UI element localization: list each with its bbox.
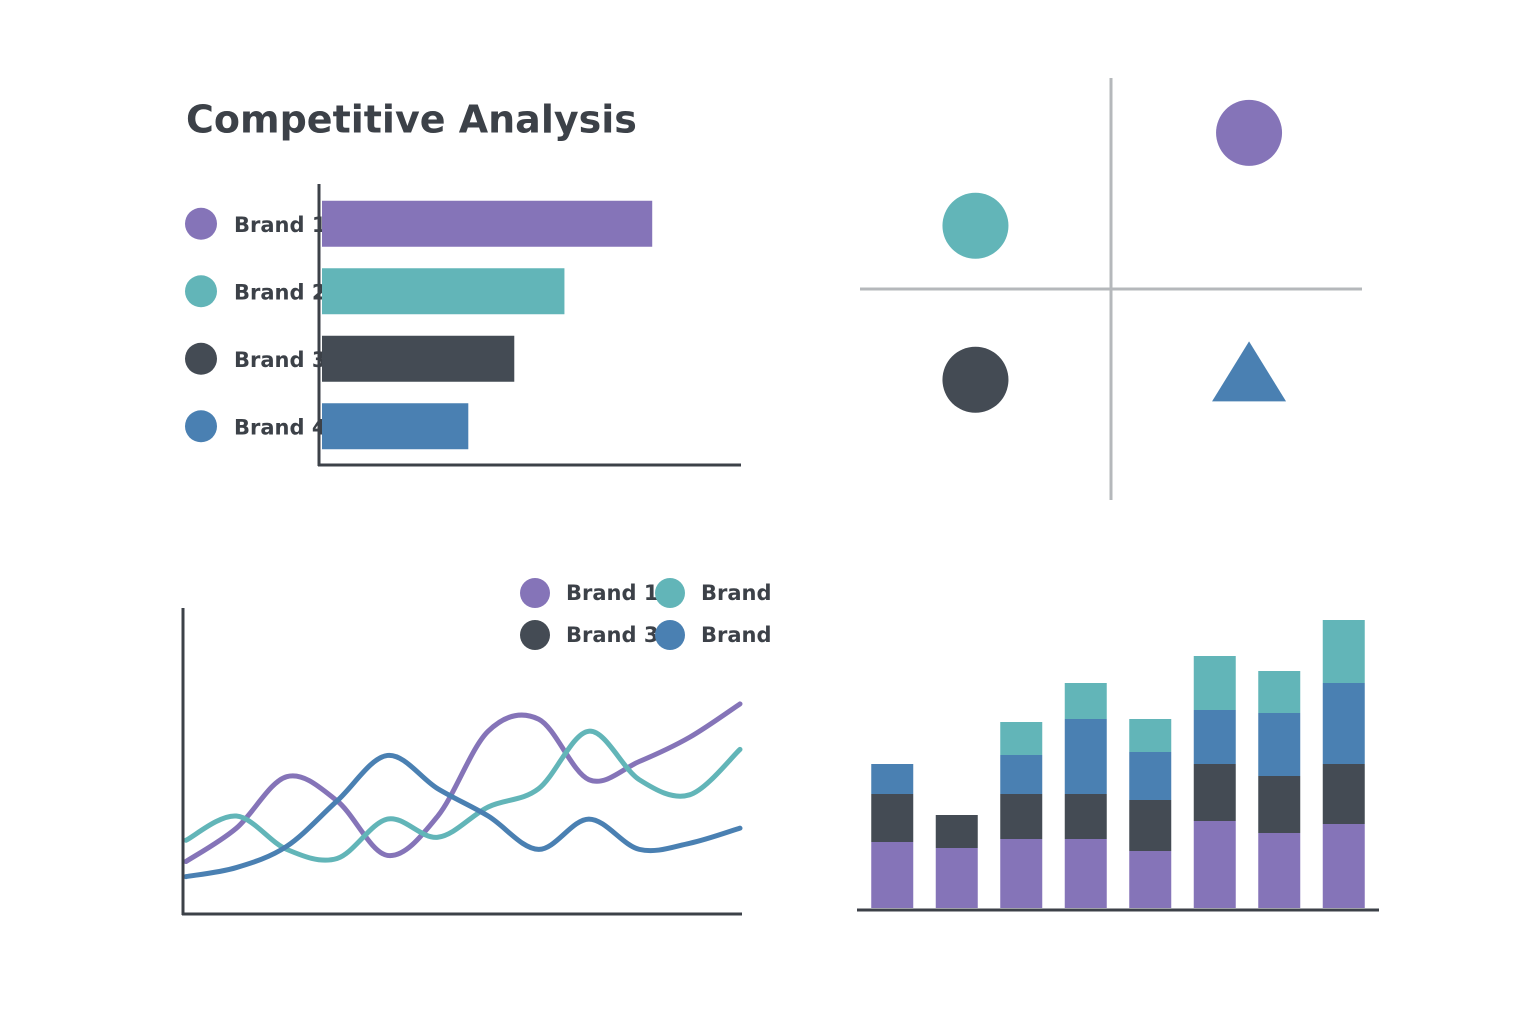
point (942, 192, 1009, 259)
legend-dot (185, 207, 217, 240)
bar-segment (1258, 776, 1301, 833)
bar (322, 268, 565, 315)
bar-segment (871, 794, 914, 842)
bar-segment (1193, 764, 1236, 821)
bar-segment (1193, 710, 1236, 764)
bar-segment (1193, 821, 1236, 908)
bar-segment (1064, 683, 1107, 719)
point (942, 346, 1009, 413)
bar-segment (871, 764, 914, 794)
bar-segment (1000, 839, 1043, 908)
category-label: Brand 1 (234, 213, 326, 237)
chart-title: Competitive Analysis (186, 98, 637, 142)
line (183, 752, 743, 880)
legend-dot (520, 578, 550, 608)
bar-segment (1129, 851, 1172, 908)
bar-segment (1322, 620, 1365, 683)
bar-segment (935, 848, 978, 908)
bar-segment (871, 842, 914, 908)
bar-segment (1064, 839, 1107, 908)
bar-segment (1258, 671, 1301, 713)
bar-segment (1258, 713, 1301, 776)
legend-dot (185, 275, 217, 308)
legend-label: Brand (701, 581, 772, 605)
line (183, 728, 743, 863)
point (1212, 341, 1287, 402)
line (183, 701, 743, 864)
bar-segment (1064, 794, 1107, 839)
bar-segment (935, 815, 978, 848)
bar-segment (1064, 719, 1107, 794)
point (1216, 99, 1283, 166)
bar-segment (1129, 800, 1172, 851)
legend-dot (185, 342, 217, 375)
category-label: Brand 3 (234, 348, 326, 372)
legend-label: Brand (701, 623, 772, 647)
bar (322, 200, 653, 247)
category-label: Brand 4 (234, 415, 326, 439)
bar-segment (1000, 794, 1043, 839)
bar-segment (1322, 764, 1365, 824)
bar-segment (1129, 719, 1172, 752)
bar-segment (1193, 656, 1236, 710)
legend-dot (185, 410, 217, 443)
bar-segment (1258, 833, 1301, 908)
bar (322, 335, 515, 382)
bar-segment (1322, 824, 1365, 908)
legend-label: Brand 3 (566, 623, 658, 647)
legend-dot (520, 620, 550, 650)
bar-segment (1129, 752, 1172, 800)
bar (322, 403, 469, 450)
legend-dot (655, 578, 685, 608)
legend-label: Brand 1 (566, 581, 658, 605)
legend-dot (655, 620, 685, 650)
bar-segment (1000, 722, 1043, 755)
bar-segment (1322, 683, 1365, 764)
category-label: Brand 2 (234, 280, 326, 304)
bar-segment (1000, 755, 1043, 794)
